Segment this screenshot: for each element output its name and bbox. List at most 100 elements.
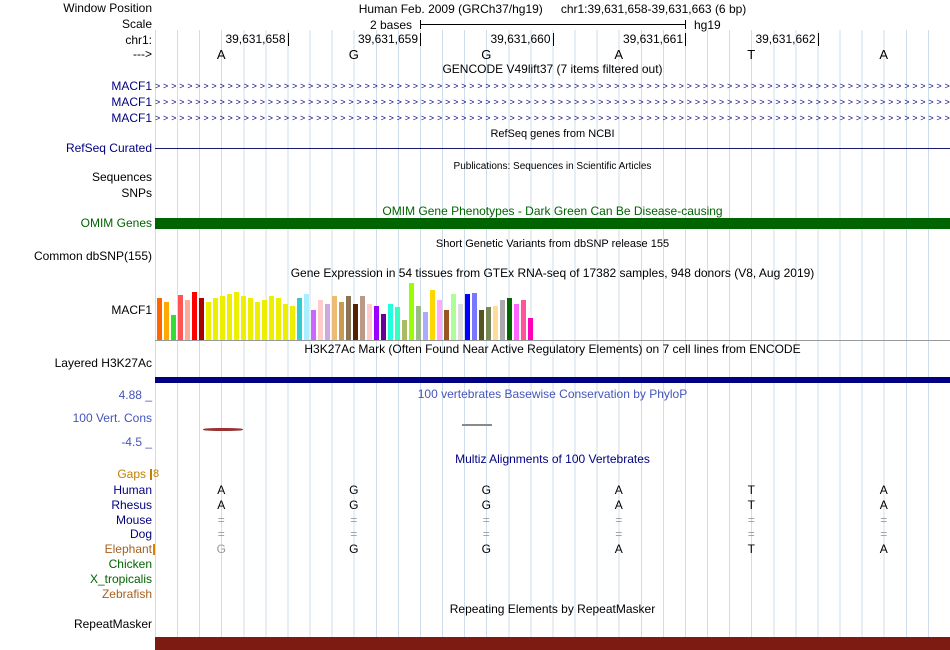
publications-track-header: Publications: Sequences in Scientific Ar… bbox=[453, 161, 652, 172]
ruler-coordinate: 39,631,659 bbox=[357, 32, 418, 46]
gtex-expression-bar[interactable] bbox=[528, 318, 533, 340]
gtex-expression-bar[interactable] bbox=[409, 283, 414, 340]
gtex-expression-bar[interactable] bbox=[346, 296, 351, 340]
species-label-rhesus[interactable]: Rhesus bbox=[111, 497, 152, 512]
gencode-transcript-2[interactable]: >>>>>>>>>>>>>>>>>>>>>>>>>>>>>>>>>>>>>>>>… bbox=[155, 97, 950, 107]
gtex-expression-bar[interactable] bbox=[486, 307, 491, 340]
gtex-expression-bar[interactable] bbox=[178, 295, 183, 340]
assembly-name: Human Feb. 2009 (GRCh37/hg19) bbox=[358, 2, 543, 16]
species-label-dog[interactable]: Dog bbox=[129, 527, 152, 542]
gencode-transcript-label-2[interactable]: MACF1 bbox=[111, 95, 152, 109]
gtex-expression-bar[interactable] bbox=[297, 298, 302, 340]
ruler-coordinate: 39,631,658 bbox=[225, 32, 286, 46]
gtex-expression-bar[interactable] bbox=[318, 300, 323, 340]
refseq-curated-track[interactable] bbox=[155, 148, 950, 149]
gtex-expression-bar[interactable] bbox=[206, 302, 211, 340]
gtex-expression-bar[interactable] bbox=[381, 314, 386, 340]
alignment-base: G bbox=[481, 542, 491, 557]
species-label-mouse[interactable]: Mouse bbox=[115, 512, 152, 527]
phylop-positive-mark bbox=[462, 424, 492, 426]
gtex-expression-bar[interactable] bbox=[514, 304, 519, 340]
h3k27ac-track-header: H3K27Ac Mark (Often Found Near Active Re… bbox=[304, 342, 801, 356]
alignment-base: G bbox=[349, 497, 359, 512]
gtex-expression-bar[interactable] bbox=[192, 292, 197, 340]
species-label-chicken[interactable]: Chicken bbox=[108, 557, 152, 571]
gtex-expression-bar[interactable] bbox=[325, 304, 330, 340]
common-dbsnp-label[interactable]: Common dbSNP(155) bbox=[33, 249, 152, 263]
gtex-expression-bar[interactable] bbox=[500, 300, 505, 340]
gtex-expression-bar[interactable] bbox=[339, 302, 344, 340]
gtex-expression-bar[interactable] bbox=[304, 294, 309, 340]
gtex-expression-bar[interactable] bbox=[423, 312, 428, 340]
gtex-expression-bar[interactable] bbox=[465, 294, 470, 340]
conservation-track-label[interactable]: 100 Vert. Cons bbox=[72, 411, 152, 425]
gtex-expression-bar[interactable] bbox=[157, 298, 162, 340]
gtex-expression-bar[interactable] bbox=[360, 296, 365, 340]
gencode-transcript-3[interactable]: >>>>>>>>>>>>>>>>>>>>>>>>>>>>>>>>>>>>>>>>… bbox=[155, 113, 950, 123]
gencode-transcript-label-1[interactable]: MACF1 bbox=[111, 79, 152, 93]
gencode-transcript-label-3[interactable]: MACF1 bbox=[111, 111, 152, 125]
gtex-expression-bar[interactable] bbox=[185, 300, 190, 340]
strand-direction-label: ---> bbox=[133, 47, 152, 61]
species-label-elephant[interactable]: Elephant bbox=[104, 542, 152, 557]
species-label-zebrafish[interactable]: Zebrafish bbox=[101, 586, 152, 601]
alignment-base: T bbox=[747, 483, 755, 497]
alignment-base: = bbox=[217, 512, 225, 527]
omim-genes-track[interactable] bbox=[155, 218, 950, 229]
gencode-transcript-1[interactable]: >>>>>>>>>>>>>>>>>>>>>>>>>>>>>>>>>>>>>>>>… bbox=[155, 81, 950, 91]
gtex-expression-bar[interactable] bbox=[395, 307, 400, 340]
conservation-dense-track[interactable] bbox=[155, 377, 950, 383]
gtex-expression-bar[interactable] bbox=[255, 302, 260, 340]
gtex-expression-bar[interactable] bbox=[276, 298, 281, 340]
gtex-expression-bar[interactable] bbox=[472, 293, 477, 340]
gtex-expression-bar[interactable] bbox=[493, 306, 498, 340]
gtex-expression-bar[interactable] bbox=[367, 304, 372, 340]
gtex-expression-bar[interactable] bbox=[458, 304, 463, 340]
gtex-expression-bar[interactable] bbox=[402, 320, 407, 340]
gtex-expression-bar[interactable] bbox=[199, 298, 204, 340]
gtex-expression-bar[interactable] bbox=[311, 310, 316, 340]
gtex-expression-bar[interactable] bbox=[416, 306, 421, 340]
omim-genes-label[interactable]: OMIM Genes bbox=[80, 216, 152, 230]
gtex-expression-bar[interactable] bbox=[164, 302, 169, 340]
gtex-expression-bar[interactable] bbox=[262, 300, 267, 340]
ruler-tick bbox=[552, 33, 554, 46]
gtex-expression-bar[interactable] bbox=[437, 300, 442, 340]
bottom-track-bar[interactable] bbox=[155, 637, 950, 650]
gtex-expression-bar[interactable] bbox=[507, 298, 512, 340]
gtex-expression-bar[interactable] bbox=[521, 300, 526, 340]
gtex-expression-bar[interactable] bbox=[269, 296, 274, 340]
gtex-expression-bar[interactable] bbox=[444, 310, 449, 340]
gtex-expression-bar[interactable] bbox=[220, 296, 225, 340]
gtex-expression-bar[interactable] bbox=[374, 306, 379, 340]
gtex-expression-bar[interactable] bbox=[241, 296, 246, 340]
gtex-expression-bar[interactable] bbox=[213, 298, 218, 340]
gtex-expression-bar[interactable] bbox=[248, 298, 253, 340]
gtex-expression-bar[interactable] bbox=[430, 290, 435, 340]
alignment-base: T bbox=[747, 542, 755, 557]
gaps-label[interactable]: Gaps bbox=[117, 467, 146, 481]
gtex-expression-bar[interactable] bbox=[451, 294, 456, 340]
publications-sequences-label[interactable]: Sequences bbox=[91, 170, 152, 184]
species-label-human[interactable]: Human bbox=[113, 483, 152, 497]
gtex-expression-bar[interactable] bbox=[332, 296, 337, 340]
layered-h3k27ac-label[interactable]: Layered H3K27Ac bbox=[54, 356, 152, 370]
gtex-gene-label[interactable]: MACF1 bbox=[111, 303, 152, 317]
gtex-expression-bar[interactable] bbox=[290, 306, 295, 340]
gtex-expression-bar[interactable] bbox=[283, 304, 288, 340]
alignment-base: G bbox=[216, 542, 226, 557]
refseq-track-header: RefSeq genes from NCBI bbox=[490, 128, 615, 140]
gtex-expression-bar[interactable] bbox=[479, 310, 484, 340]
refseq-curated-label[interactable]: RefSeq Curated bbox=[65, 141, 152, 155]
gtex-expression-bar[interactable] bbox=[234, 292, 239, 340]
gtex-expression-bar[interactable] bbox=[171, 315, 176, 340]
species-label-x_tropicalis[interactable]: X_tropicalis bbox=[89, 571, 152, 586]
gtex-expression-bar[interactable] bbox=[227, 294, 232, 340]
gtex-expression-bar[interactable] bbox=[388, 304, 393, 340]
repeatmasker-label[interactable]: RepeatMasker bbox=[73, 617, 152, 631]
alignment-base: = bbox=[747, 527, 755, 542]
alignment-base: A bbox=[879, 483, 888, 497]
publications-snps-label[interactable]: SNPs bbox=[121, 186, 152, 200]
gtex-baseline bbox=[155, 340, 950, 341]
gtex-expression-bar[interactable] bbox=[353, 304, 358, 340]
